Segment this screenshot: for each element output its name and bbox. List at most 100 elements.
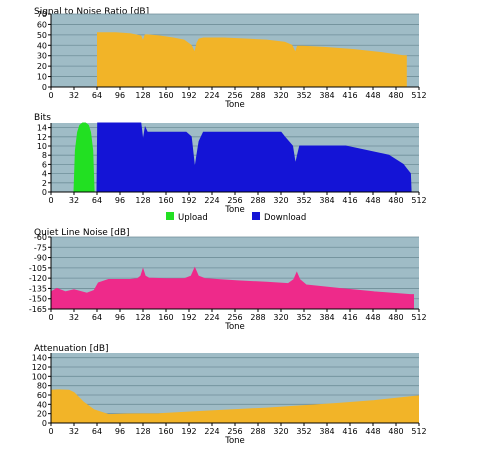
qln-x-tick-label: 416	[342, 313, 357, 322]
qln-y-tick-label: -120	[29, 274, 47, 283]
atten-y-tick-label: 120	[32, 363, 47, 372]
snr-y-tick-label: 40	[37, 41, 47, 50]
qln-x-tick-label: 192	[181, 313, 196, 322]
bits-y-tick-label: 4	[42, 170, 47, 179]
snr-y-tick-label: 0	[42, 83, 47, 92]
snr-x-tick-label: 512	[411, 91, 426, 100]
bits-x-tick-label: 128	[135, 196, 150, 205]
atten-title: Attenuation [dB]	[34, 344, 109, 354]
atten-x-tick-label: 96	[115, 427, 125, 436]
atten-x-tick-label: 384	[319, 427, 334, 436]
bits-series-download	[97, 123, 412, 192]
qln-x-tick-label: 224	[204, 313, 219, 322]
atten-x-tick-label: 128	[135, 427, 150, 436]
bits-x-tick-label: 352	[296, 196, 311, 205]
snr-y-tick-label: 60	[37, 20, 47, 29]
atten-x-tick-label: 224	[204, 427, 219, 436]
atten-x-tick-label: 160	[158, 427, 173, 436]
bits-series-download-outline	[96, 122, 412, 193]
snr-y-tick-label: 20	[37, 62, 47, 71]
snr-x-tick-label: 448	[365, 91, 380, 100]
bits-series-upload	[74, 123, 95, 192]
snr-x-tick-label: 128	[135, 91, 150, 100]
qln-x-tick-label: 480	[388, 313, 403, 322]
bits-x-tick-label: 192	[181, 196, 196, 205]
bits-y-tick-label: 14	[37, 124, 47, 133]
bits-x-axis-label: Tone	[224, 205, 245, 215]
qln-x-tick-label: 384	[319, 313, 334, 322]
qln-plot: -165-150 -135-120-105-90 -75-60 0 32 64 96 128 1…	[29, 233, 427, 332]
atten-x-tick-label: 416	[342, 427, 357, 436]
bits-x-tick-label: 416	[342, 196, 357, 205]
atten-y-tick-label: 20	[37, 410, 47, 419]
snr-y-tick-label: 30	[37, 52, 47, 61]
bits-x-tick-label: 0	[48, 196, 53, 205]
snr-x-tick-label: 320	[273, 91, 288, 100]
atten-x-tick-label: 256	[227, 427, 242, 436]
qln-x-tick-label: 320	[273, 313, 288, 322]
bits-x-tick-label: 64	[92, 196, 102, 205]
atten-x-axis-label: Tone	[224, 436, 245, 446]
snr-y-tick-label: 50	[37, 31, 47, 40]
bits-x-tick-label: 224	[204, 196, 219, 205]
atten-series-area-outline	[50, 389, 420, 416]
qln-x-tick-label: 448	[365, 313, 380, 322]
snr-x-tick-label: 288	[250, 91, 265, 100]
atten-y-tick-label: 40	[37, 400, 47, 409]
atten-y-tick-label: 140	[32, 354, 47, 363]
qln-y-tick-label: -75	[34, 243, 47, 252]
qln-y-tick-label: -105	[29, 264, 47, 273]
bits-x-tick-label: 480	[388, 196, 403, 205]
bits-y-tick-label: 6	[42, 160, 47, 169]
legend-download-label: Download	[264, 213, 306, 223]
bits-x-tick-label: 320	[273, 196, 288, 205]
qln-x-tick-label: 352	[296, 313, 311, 322]
bits-y-tick-label: 2	[42, 179, 47, 188]
bits-x-tick-label: 96	[115, 196, 125, 205]
bits-x-tick-label: 32	[69, 196, 79, 205]
qln-series-area-outline	[50, 266, 414, 296]
snr-x-tick-label: 352	[296, 91, 311, 100]
snr-x-tick-label: 480	[388, 91, 403, 100]
bits-y-tick-label: 0	[42, 188, 47, 197]
bits-title: Bits	[34, 113, 51, 123]
legend-download-swatch	[252, 212, 260, 220]
qln-x-tick-label: 64	[92, 313, 102, 322]
atten-x-tick-label: 192	[181, 427, 196, 436]
atten-series-area	[51, 389, 419, 423]
qln-y-tick-label: -60	[34, 233, 47, 242]
bits-x-tick-label: 448	[365, 196, 380, 205]
snr-y-tick-label: 70	[37, 10, 47, 19]
atten-x-tick-label: 512	[411, 427, 426, 436]
snr-x-tick-label: 64	[92, 91, 102, 100]
atten-x-tick-label: 352	[296, 427, 311, 436]
qln-y-tick-label: -90	[34, 254, 47, 263]
snr-x-tick-label: 32	[69, 91, 79, 100]
qln-y-tick-label: -165	[29, 305, 47, 314]
legend-upload-swatch	[166, 212, 174, 220]
qln-x-tick-label: 0	[48, 313, 53, 322]
snr-title: Signal to Noise Ratio [dB]	[34, 7, 149, 17]
qln-x-tick-label: 160	[158, 313, 173, 322]
atten-y-tick-label: 80	[37, 382, 47, 391]
atten-x-tick-label: 32	[69, 427, 79, 436]
bits-x-tick-label: 256	[227, 196, 242, 205]
snr-series-area	[97, 32, 407, 87]
bits-x-tick-label: 512	[411, 196, 426, 205]
atten-y-tick-label: 0	[42, 419, 47, 428]
qln-x-tick-label: 128	[135, 313, 150, 322]
qln-x-tick-label: 256	[227, 313, 242, 322]
qln-series-area	[51, 267, 414, 309]
qln-title: Quiet Line Noise [dB]	[34, 228, 130, 238]
snr-x-tick-label: 224	[204, 91, 219, 100]
qln-x-tick-label: 512	[411, 313, 426, 322]
bits-series-upload-outline	[73, 122, 95, 193]
snr-x-tick-label: 96	[115, 91, 125, 100]
